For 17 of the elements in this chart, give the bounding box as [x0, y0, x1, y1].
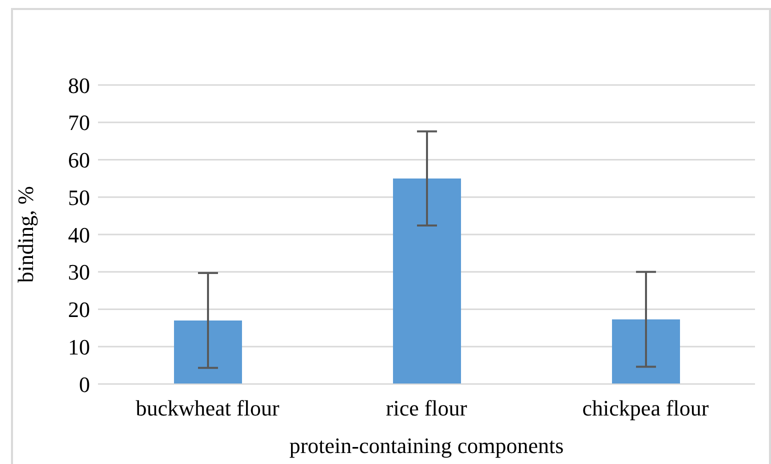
bar — [174, 320, 242, 384]
x-tick-label: chickpea flour — [582, 396, 710, 421]
y-tick-label: 0 — [79, 372, 90, 397]
y-tick-label: 70 — [68, 110, 90, 136]
x-tick-label: rice flour — [386, 396, 468, 421]
y-tick-label: 40 — [68, 222, 90, 248]
x-tick-label: buckwheat flour — [136, 396, 280, 421]
y-tick-label: 20 — [68, 297, 90, 322]
bar — [393, 178, 461, 384]
bar — [612, 319, 680, 384]
x-axis-title: protein-containing components — [289, 433, 564, 458]
y-tick-label: 60 — [68, 148, 90, 173]
y-tick-label: 10 — [68, 334, 90, 360]
y-tick-label: 30 — [68, 260, 90, 285]
y-axis-title: binding, % — [12, 186, 38, 283]
y-tick-label: 80 — [68, 72, 90, 98]
y-tick-label: 50 — [68, 184, 90, 210]
